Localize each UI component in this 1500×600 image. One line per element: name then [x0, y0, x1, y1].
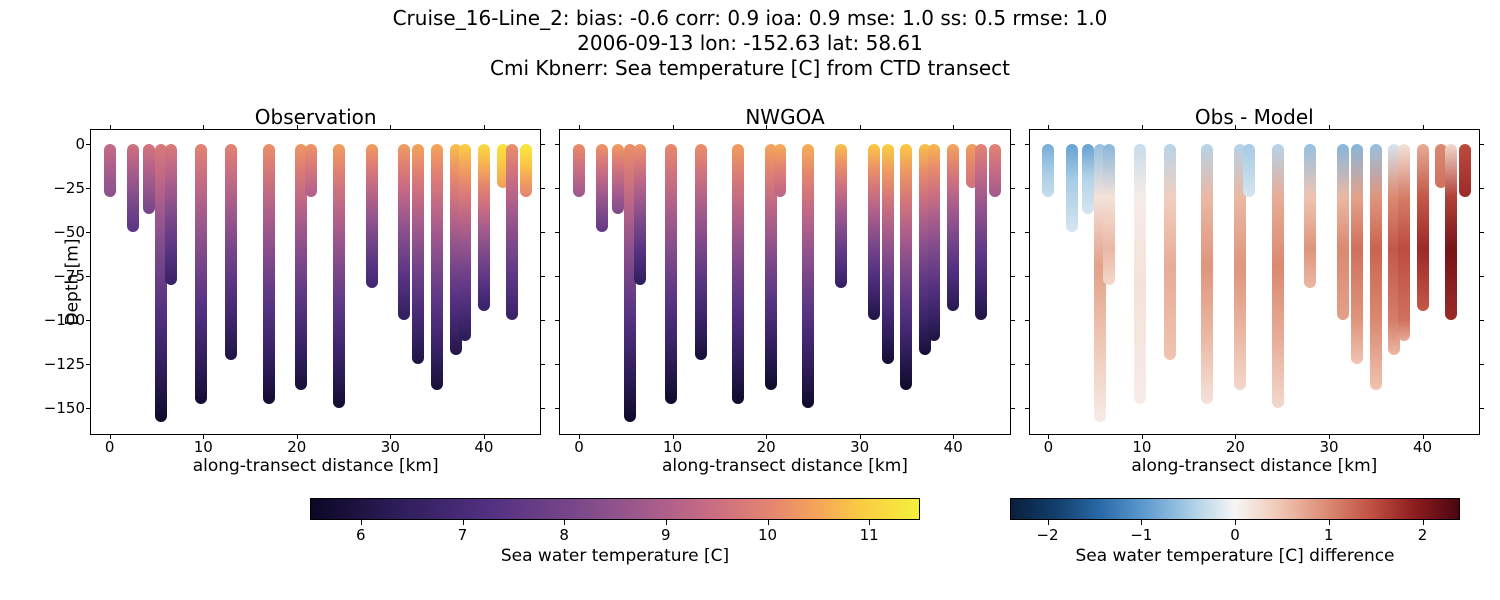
ctd-cast: [1417, 144, 1429, 311]
colorbar-tick-label: 10: [758, 526, 777, 544]
ctd-cast: [398, 144, 410, 320]
colorbar-tick-label: 0: [1230, 526, 1240, 544]
ctd-cast: [412, 144, 424, 364]
ctd-cast: [1304, 144, 1316, 288]
colorbar-gradient: [310, 498, 920, 520]
suptitle-line2: 2006-09-13 lon: -152.63 lat: 58.61: [0, 31, 1500, 56]
ctd-cast: [868, 144, 880, 320]
ctd-cast: [928, 144, 940, 341]
colorbar-tick-label: 11: [860, 526, 879, 544]
colorbar-tick-label: 7: [458, 526, 468, 544]
ctd-cast: [195, 144, 207, 404]
panel-title: Observation: [90, 105, 541, 129]
suptitle-line3: Cmi Kbnerr: Sea temperature [C] from CTD…: [0, 56, 1500, 81]
suptitle-line1: Cruise_16-Line_2: bias: -0.6 corr: 0.9 i…: [0, 6, 1500, 31]
ytick-label: −125: [44, 355, 91, 373]
colorbar-tick-label: −2: [1036, 526, 1058, 544]
panels-row: Observation0−25−50−75−100−125−1500102030…: [90, 105, 1480, 435]
colorbar-tick-label: −1: [1130, 526, 1152, 544]
colorbar-label: Sea water temperature [C] difference: [1075, 546, 1394, 566]
ctd-cast: [835, 144, 847, 288]
ctd-cast: [165, 144, 177, 285]
ctd-cast: [1370, 144, 1382, 390]
ctd-cast: [612, 144, 624, 214]
colorbar-tick-label: 1: [1324, 526, 1334, 544]
ctd-cast: [1459, 144, 1471, 197]
axes: 010203040along-transect distance [km]: [1029, 129, 1480, 435]
ctd-cast: [1066, 144, 1078, 232]
ctd-cast: [1398, 144, 1410, 341]
colorbar-label: Sea water temperature [C]: [501, 546, 729, 566]
ctd-cast: [802, 144, 814, 408]
ctd-cast: [305, 144, 317, 197]
ctd-cast: [882, 144, 894, 364]
ctd-cast: [520, 144, 532, 197]
axes: 0−25−50−75−100−125−150010203040Depth [m]…: [90, 129, 541, 435]
ctd-cast: [1134, 144, 1146, 404]
ctd-cast: [774, 144, 786, 197]
ctd-cast: [947, 144, 959, 311]
ctd-cast: [1103, 144, 1115, 285]
colorbar-tick-label: 2: [1418, 526, 1428, 544]
colorbar-tick-label: 9: [661, 526, 671, 544]
colorbar-diff: −2−1012Sea water temperature [C] differe…: [1010, 498, 1460, 520]
figure: Cruise_16-Line_2: bias: -0.6 corr: 0.9 i…: [0, 0, 1500, 600]
panel-diff: Obs - Model010203040along-transect dista…: [1029, 105, 1480, 435]
ctd-cast: [596, 144, 608, 232]
ctd-cast: [695, 144, 707, 360]
ctd-cast: [366, 144, 378, 288]
ctd-cast: [1272, 144, 1284, 408]
ctd-cast: [1201, 144, 1213, 404]
ctd-cast: [1164, 144, 1176, 360]
colorbar-tick-label: 8: [559, 526, 569, 544]
x-axis-label: along-transect distance [km]: [1131, 456, 1377, 476]
ctd-cast: [478, 144, 490, 311]
colorbar-gradient: [1010, 498, 1460, 520]
ctd-cast: [431, 144, 443, 390]
ctd-cast: [573, 144, 585, 197]
figure-suptitle: Cruise_16-Line_2: bias: -0.6 corr: 0.9 i…: [0, 6, 1500, 81]
panel-obs: Observation0−25−50−75−100−125−1500102030…: [90, 105, 541, 435]
ctd-cast: [900, 144, 912, 390]
ctd-cast: [1337, 144, 1349, 320]
ctd-cast: [506, 144, 518, 320]
ctd-cast: [989, 144, 1001, 197]
ctd-cast: [665, 144, 677, 404]
x-axis-label: along-transect distance [km]: [662, 456, 908, 476]
ctd-cast: [634, 144, 646, 285]
axes: 010203040along-transect distance [km]: [559, 129, 1010, 435]
ctd-cast: [143, 144, 155, 214]
ctd-cast: [1445, 144, 1457, 320]
colorbar-temp: 67891011Sea water temperature [C]: [310, 498, 920, 520]
panel-title: NWGOA: [559, 105, 1010, 129]
ctd-cast: [127, 144, 139, 232]
ctd-cast: [225, 144, 237, 360]
y-axis-label: Depth [m]: [63, 238, 83, 325]
panel-title: Obs - Model: [1029, 105, 1480, 129]
panel-mod: NWGOA010203040along-transect distance [k…: [559, 105, 1010, 435]
ctd-cast: [263, 144, 275, 404]
x-axis-label: along-transect distance [km]: [193, 456, 439, 476]
ctd-cast: [333, 144, 345, 408]
ctd-cast: [1042, 144, 1054, 197]
ytick-label: −150: [44, 399, 91, 417]
ctd-cast: [732, 144, 744, 404]
ctd-cast: [1243, 144, 1255, 197]
ctd-cast: [1082, 144, 1094, 214]
ctd-cast: [1351, 144, 1363, 364]
ctd-cast: [104, 144, 116, 197]
ctd-cast: [459, 144, 471, 341]
colorbar-tick-label: 6: [356, 526, 366, 544]
ctd-cast: [975, 144, 987, 320]
